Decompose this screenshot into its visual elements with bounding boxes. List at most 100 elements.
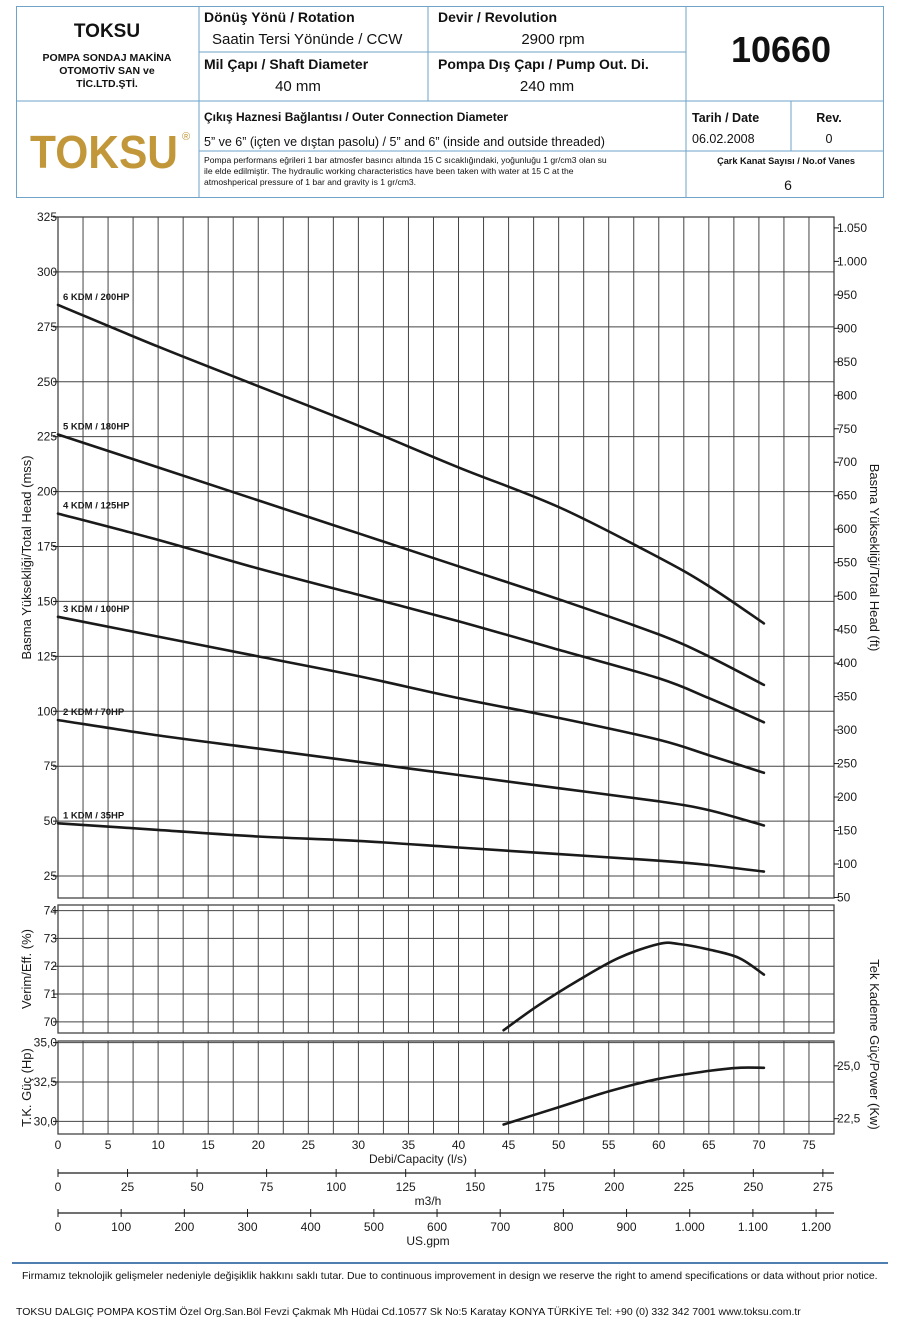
secondary-axis-tick-label: 500 bbox=[364, 1220, 384, 1234]
secondary-axis-tick-label: 150 bbox=[465, 1180, 485, 1194]
head-ft-tick-label: 600 bbox=[837, 522, 857, 536]
head-ft-tick-label: 500 bbox=[837, 589, 857, 603]
performance-curves-svg: 2550751001251501752002252502753003255010… bbox=[19, 210, 882, 1248]
head-ft-tick-label: 1.050 bbox=[837, 221, 867, 235]
secondary-axis-tick-label: 400 bbox=[301, 1220, 321, 1234]
x-axis-title: Debi/Capacity (l/s) bbox=[369, 1152, 467, 1166]
secondary-axis-tick-label: 1.000 bbox=[675, 1220, 705, 1234]
head-y-tick-label: 125 bbox=[37, 649, 57, 663]
secondary-axis-tick-label: 900 bbox=[617, 1220, 637, 1234]
eff-y-tick-label: 71 bbox=[44, 987, 58, 1001]
head-y-tick-label: 275 bbox=[37, 320, 57, 334]
x-tick-label: 10 bbox=[151, 1138, 165, 1152]
head-y-tick-label: 100 bbox=[37, 704, 57, 718]
connection-value: 5” ve 6” (içten ve dıştan pasolu) / 5” a… bbox=[204, 135, 605, 149]
company-name: TOKSU bbox=[74, 21, 140, 42]
head-curve-1 bbox=[56, 303, 766, 625]
secondary-axis-tick-label: 50 bbox=[190, 1180, 204, 1194]
pow-y-tick-label: 32,5 bbox=[34, 1075, 58, 1089]
head-ft-tick-label: 150 bbox=[837, 824, 857, 838]
head-ft-tick-label: 100 bbox=[837, 857, 857, 871]
head-y-tick-label: 300 bbox=[37, 265, 57, 279]
head-frame bbox=[57, 216, 835, 899]
secondary-axis-tick-label: 1.100 bbox=[738, 1220, 768, 1234]
head-ft-tick-label: 300 bbox=[837, 723, 857, 737]
head-y-tick-label: 225 bbox=[37, 430, 57, 444]
shaft-diameter-label: Mil Çapı / Shaft Diameter bbox=[204, 56, 369, 72]
head-y-tick-label: 75 bbox=[44, 759, 58, 773]
x-tick-label: 70 bbox=[752, 1138, 766, 1152]
x-tick-label: 15 bbox=[202, 1138, 216, 1152]
x-tick-label: 40 bbox=[452, 1138, 466, 1152]
head-ft-tick-label: 1.000 bbox=[837, 254, 867, 268]
company-sub-3: TİC.LTD.ŞTİ. bbox=[76, 77, 138, 90]
x-tick-label: 30 bbox=[352, 1138, 366, 1152]
eff-y-tick-label: 70 bbox=[44, 1015, 58, 1029]
head-ft-axis-title: Basma Yüksekliği/Total Head (ft) bbox=[867, 464, 882, 652]
head-ft-tick-label: 200 bbox=[837, 790, 857, 804]
head-curve-label: 1 KDM / 35HP bbox=[63, 810, 125, 821]
head-ft-tick-label: 850 bbox=[837, 355, 857, 369]
secondary-axis-tick-label: 250 bbox=[743, 1180, 763, 1194]
revision-value: 0 bbox=[826, 132, 833, 146]
secondary-axis-tick-label: 100 bbox=[111, 1220, 131, 1234]
toksu-logo: TOKSU bbox=[30, 126, 178, 178]
head-curve-label: 2 KDM / 70HP bbox=[63, 707, 125, 718]
secondary-axis-tick-label: 1.200 bbox=[801, 1220, 831, 1234]
x-tick-label: 0 bbox=[55, 1138, 62, 1152]
x-tick-label: 55 bbox=[602, 1138, 616, 1152]
revolution-value: 2900 rpm bbox=[521, 31, 584, 48]
x-tick-label: 75 bbox=[802, 1138, 816, 1152]
efficiency-curve bbox=[502, 941, 766, 1032]
footer-address: TOKSU DALGIÇ POMPA KOSTİM Özel Org.San.B… bbox=[16, 1306, 801, 1318]
x-tick-label: 20 bbox=[252, 1138, 266, 1152]
eff-y-tick-label: 74 bbox=[44, 904, 58, 918]
model-number: 10660 bbox=[731, 29, 831, 70]
pow-kw-axis-title: Tek Kademe Güç/Power (Kw) bbox=[867, 959, 882, 1130]
secondary-axis-tick-label: 200 bbox=[174, 1220, 194, 1234]
head-curve-6 bbox=[56, 822, 766, 873]
connection-label: Çıkış Haznesi Bağlantısı / Outer Connect… bbox=[204, 110, 508, 124]
head-ft-tick-label: 700 bbox=[837, 455, 857, 469]
secondary-axis-tick-label: 25 bbox=[121, 1180, 135, 1194]
secondary-axis-tick-label: 125 bbox=[396, 1180, 416, 1194]
head-curve-3 bbox=[56, 512, 766, 724]
secondary-axis-title: m3/h bbox=[415, 1194, 442, 1208]
head-y-tick-label: 25 bbox=[44, 869, 58, 883]
pow-y-tick-label: 35,0 bbox=[34, 1036, 58, 1050]
company-sub-2: OTOMOTİV SAN ve bbox=[59, 64, 155, 77]
shaft-diameter-value: 40 mm bbox=[275, 78, 321, 95]
secondary-axis-tick-label: 100 bbox=[326, 1180, 346, 1194]
x-tick-label: 65 bbox=[702, 1138, 716, 1152]
head-curve-5 bbox=[56, 718, 766, 827]
x-tick-label: 35 bbox=[402, 1138, 416, 1152]
head-y-axis-title: Basma Yüksekliği/Total Head (mss) bbox=[19, 455, 34, 659]
head-curve-4 bbox=[56, 615, 766, 775]
head-ft-tick-label: 450 bbox=[837, 623, 857, 637]
pump-performance-chart: 25 50 75 100 125 150 175 200 225 250 275 300 325 50 10… bbox=[0, 205, 900, 1250]
head-ft-tick-label: 250 bbox=[837, 757, 857, 771]
chart-grid bbox=[58, 217, 834, 1134]
vanes-value: 6 bbox=[784, 177, 792, 193]
secondary-axis-tick-label: 275 bbox=[813, 1180, 833, 1194]
revolution-label: Devir / Revolution bbox=[438, 9, 557, 25]
revision-label: Rev. bbox=[816, 111, 841, 125]
secondary-axis-tick-label: 175 bbox=[535, 1180, 555, 1194]
x-tick-label: 60 bbox=[652, 1138, 666, 1152]
head-curve-2 bbox=[56, 433, 766, 687]
head-y-tick-label: 325 bbox=[37, 210, 57, 224]
footer-divider bbox=[12, 1262, 888, 1264]
test-note-line-2: ile elde edilmiştir. The hydraulic worki… bbox=[204, 166, 574, 176]
secondary-axis-tick-label: 200 bbox=[604, 1180, 624, 1194]
secondary-axis-tick-label: 75 bbox=[260, 1180, 274, 1194]
head-curve-label: 3 KDM / 100HP bbox=[63, 604, 130, 615]
head-ft-tick-label: 650 bbox=[837, 489, 857, 503]
head-ft-tick-label: 950 bbox=[837, 288, 857, 302]
head-curve-label: 4 KDM / 125HP bbox=[63, 501, 130, 512]
registered-mark: ® bbox=[182, 131, 190, 143]
rotation-value: Saatin Tersi Yönünde / CCW bbox=[212, 31, 403, 48]
pow-kw-tick-label: 22,5 bbox=[837, 1112, 861, 1126]
head-y-tick-label: 200 bbox=[37, 485, 57, 499]
test-note-line-1: Pompa performans eğrileri 1 bar atmosfer… bbox=[204, 155, 607, 165]
x-tick-label: 5 bbox=[105, 1138, 112, 1152]
